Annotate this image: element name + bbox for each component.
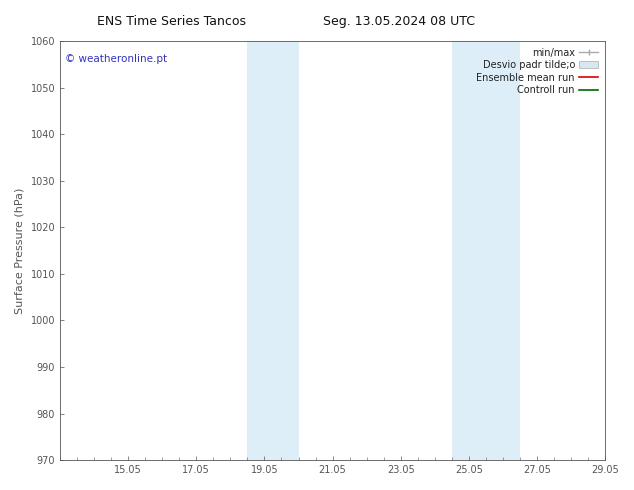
Legend: min/max, Desvio padr tilde;o, Ensemble mean run, Controll run: min/max, Desvio padr tilde;o, Ensemble m… — [474, 46, 600, 97]
Bar — [247, 41, 299, 460]
Text: © weatheronline.pt: © weatheronline.pt — [65, 53, 167, 64]
Text: ENS Time Series Tancos: ENS Time Series Tancos — [96, 15, 246, 28]
Text: Seg. 13.05.2024 08 UTC: Seg. 13.05.2024 08 UTC — [323, 15, 476, 28]
Bar — [452, 41, 520, 460]
Y-axis label: Surface Pressure (hPa): Surface Pressure (hPa) — [15, 187, 25, 314]
